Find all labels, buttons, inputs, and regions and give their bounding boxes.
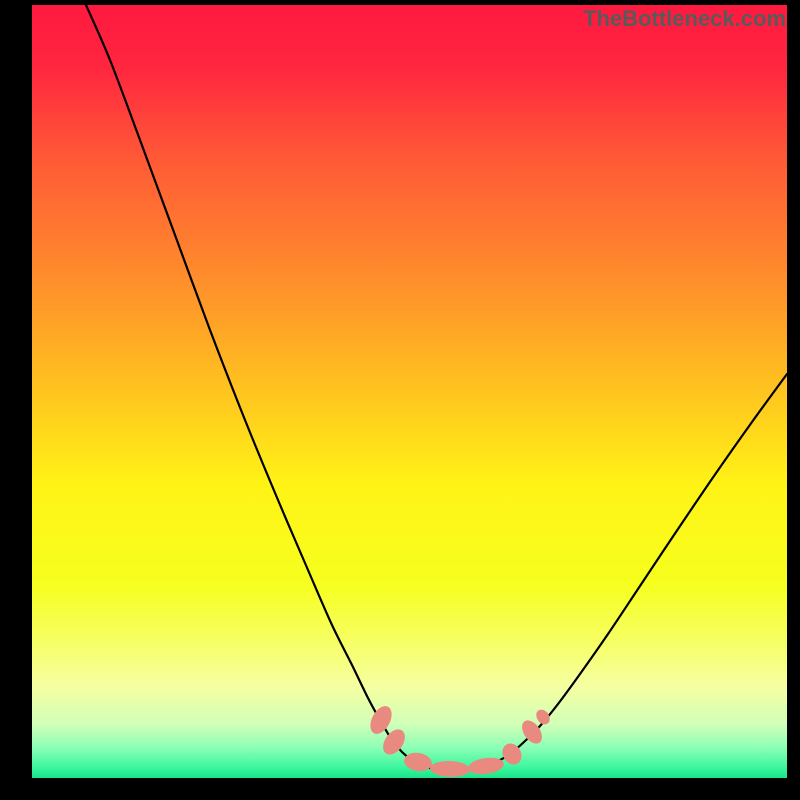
- watermark-text: TheBottleneck.com: [583, 6, 786, 32]
- bottleneck-curve-chart: [0, 0, 800, 800]
- gradient-background: [32, 5, 787, 778]
